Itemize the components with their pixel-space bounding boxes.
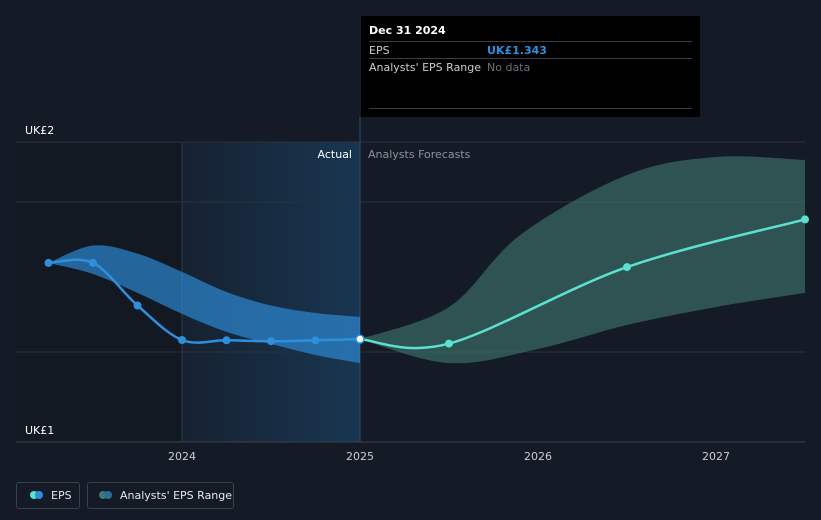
legend-item-eps[interactable]: EPS	[16, 482, 80, 509]
eps-point	[133, 301, 142, 310]
eps-range-band	[48, 245, 360, 364]
eps-point	[801, 215, 809, 224]
x-tick-label: 2027	[702, 450, 730, 463]
x-tick-label: 2025	[346, 450, 374, 463]
tooltip-row-eps: EPS UK£1.343	[369, 41, 692, 59]
tooltip: Dec 31 2024 EPS UK£1.343 Analysts' EPS R…	[361, 16, 700, 117]
legend-swatch-icon	[104, 491, 112, 499]
eps-line	[359, 218, 806, 350]
legend-swatch-icon	[35, 491, 43, 499]
x-tick-label: 2026	[524, 450, 552, 463]
tooltip-date: Dec 31 2024	[369, 24, 446, 37]
eps-point	[445, 339, 453, 348]
tooltip-divider	[369, 108, 692, 109]
x-tick-label: 2024	[168, 450, 196, 463]
legend-swatch-icon	[99, 491, 107, 499]
eps-point	[311, 336, 320, 345]
eps-point	[44, 258, 53, 267]
y-tick-label: UK£1	[25, 424, 54, 437]
legend-label: EPS	[51, 489, 72, 502]
legend-swatch-icon	[30, 491, 38, 499]
tooltip-label: EPS	[369, 44, 390, 57]
legend-item-range[interactable]: Analysts' EPS Range	[87, 482, 234, 509]
tooltip-label: Analysts' EPS Range	[369, 61, 482, 74]
actual-label: Actual	[318, 148, 352, 161]
legend-label: Analysts' EPS Range	[120, 489, 233, 502]
tooltip-value: No data	[487, 61, 531, 74]
eps-point	[222, 336, 231, 345]
eps-point	[267, 337, 275, 346]
eps-point	[355, 334, 365, 344]
tooltip-value: UK£1.343	[487, 44, 547, 57]
eps-point	[89, 258, 97, 267]
y-tick-label: UK£2	[25, 124, 54, 137]
forecast-label: Analysts Forecasts	[368, 148, 471, 161]
eps-range-band	[360, 156, 805, 364]
tooltip-row-range: Analysts' EPS Range No data	[369, 58, 692, 76]
eps-point	[623, 263, 631, 272]
eps-point	[178, 336, 186, 344]
